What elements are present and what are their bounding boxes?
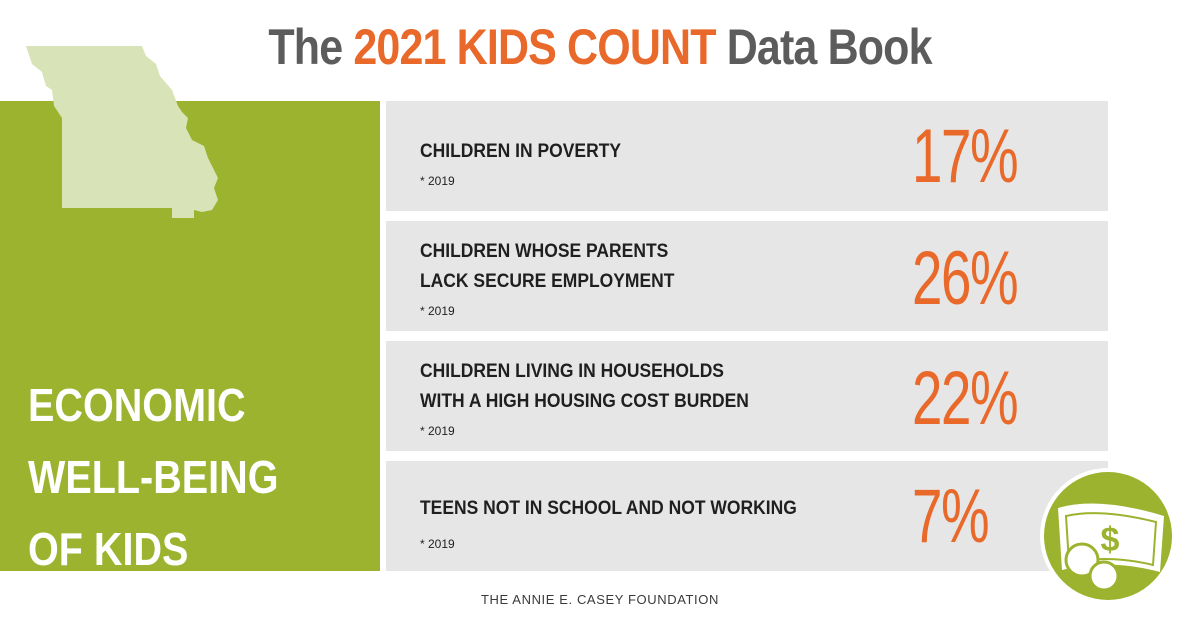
title-suffix: Data Book xyxy=(726,19,933,75)
dollar-sign: $ xyxy=(1101,521,1120,559)
missouri-state-map-icon xyxy=(26,46,218,218)
stat-card-parents-lack-employment: CHILDREN WHOSE PARENTS LACK SECURE EMPLO… xyxy=(386,221,1108,331)
stat-label: LACK SECURE EMPLOYMENT xyxy=(420,271,675,292)
stat-label: CHILDREN LIVING IN HOUSEHOLDS xyxy=(420,361,724,382)
footer-org: THE ANNIE E. CASEY FOUNDATION xyxy=(481,592,719,607)
heading-line: IN MISSOURI xyxy=(28,595,275,628)
stat-label: CHILDREN IN POVERTY xyxy=(420,141,622,162)
stat-note: * 2019 xyxy=(420,424,455,438)
stat-card-housing-cost-burden: CHILDREN LIVING IN HOUSEHOLDS WITH A HIG… xyxy=(386,341,1108,451)
stat-label: TEENS NOT IN SCHOOL AND NOT WORKING xyxy=(420,498,797,519)
title-prefix: The xyxy=(268,19,343,75)
title-highlight: 2021 KIDS COUNT xyxy=(353,19,716,75)
stat-value: 7% xyxy=(912,474,990,559)
page-title: The 2021 KIDS COUNT Data Book xyxy=(84,18,1116,76)
stat-value: 26% xyxy=(912,236,1019,321)
stat-label: CHILDREN WHOSE PARENTS xyxy=(420,241,669,262)
heading-line: OF KIDS xyxy=(28,523,189,575)
stat-label: WITH A HIGH HOUSING COST BURDEN xyxy=(420,391,749,412)
heading-line: WELL-BEING xyxy=(28,451,279,503)
stat-card-children-in-poverty: CHILDREN IN POVERTY * 2019 17% xyxy=(386,101,1108,211)
stat-value: 17% xyxy=(912,114,1019,199)
stat-note: * 2019 xyxy=(420,174,455,188)
stat-note: * 2019 xyxy=(420,537,455,551)
heading-line: ECONOMIC xyxy=(28,379,246,431)
stat-card-teens-not-working: TEENS NOT IN SCHOOL AND NOT WORKING * 20… xyxy=(386,461,1108,571)
stat-value: 22% xyxy=(912,356,1019,441)
topic-heading: ECONOMIC WELL-BEING OF KIDS IN MISSOURI xyxy=(28,369,320,628)
stat-note: * 2019 xyxy=(420,304,455,318)
money-dollar-icon: $ xyxy=(1040,468,1176,604)
